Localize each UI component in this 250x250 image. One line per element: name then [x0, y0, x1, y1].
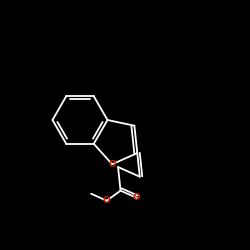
Text: O: O: [103, 196, 110, 205]
Text: O: O: [133, 194, 141, 202]
Text: O: O: [108, 160, 116, 169]
